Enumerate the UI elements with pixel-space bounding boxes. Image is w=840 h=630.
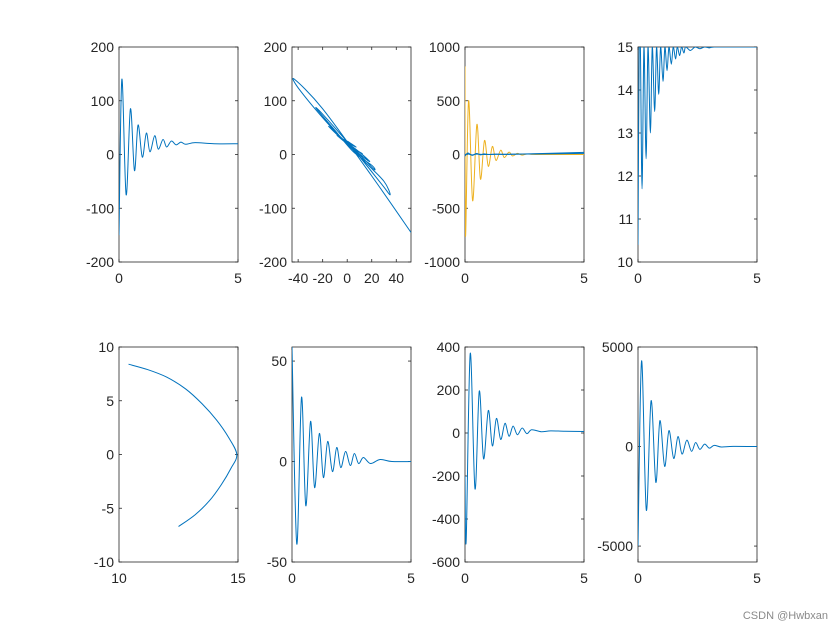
y-tick-label: -10 — [94, 554, 114, 570]
y-tick-label: -5 — [102, 500, 115, 516]
series-line-v — [292, 347, 411, 545]
y-tick-label: 200 — [437, 382, 461, 398]
y-tick-label: 10 — [98, 339, 114, 355]
y-tick-label: 500 — [437, 93, 461, 109]
y-tick-label: -400 — [432, 511, 460, 527]
y-tick-label: 12 — [617, 168, 633, 184]
x-tick-label: 40 — [388, 270, 404, 286]
x-tick-label: 10 — [111, 570, 127, 586]
x-tick-label: 0 — [634, 270, 642, 286]
y-tick-label: 200 — [91, 39, 115, 55]
x-tick-label: 5 — [407, 570, 415, 586]
subplot-7: 0 5 -600 -400 -200 0 200 400 — [432, 339, 588, 586]
x-tick-label: -40 — [288, 270, 308, 286]
axes-box — [118, 346, 239, 563]
y-tick-label: 1000 — [429, 39, 460, 55]
x-tick-label: 15 — [230, 570, 246, 586]
y-tick-label: 10 — [617, 254, 633, 270]
y-tick-label: -100 — [86, 200, 114, 216]
y-tick-label: -1000 — [424, 254, 460, 270]
y-tick-label: 5000 — [602, 339, 633, 355]
y-tick-label: 0 — [452, 147, 460, 163]
y-tick-label: -200 — [259, 254, 287, 270]
y-tick-label: 0 — [625, 439, 633, 455]
subplot-3: 0 5 -1000 -500 0 500 1000 — [424, 39, 588, 286]
y-tick-label: -600 — [432, 554, 460, 570]
x-tick-label: 0 — [461, 270, 469, 286]
subplot-4: 0 5 10 11 12 13 14 15 — [617, 39, 761, 286]
x-tick-label: 5 — [234, 270, 242, 286]
axes-box — [464, 346, 585, 563]
y-tick-label: 50 — [271, 353, 287, 369]
y-tick-label: 0 — [279, 454, 287, 470]
y-tick-label: -500 — [432, 200, 460, 216]
y-tick-label: 0 — [106, 447, 114, 463]
y-tick-label: -200 — [432, 468, 460, 484]
axes-box — [291, 346, 412, 563]
y-tick-label: 13 — [617, 125, 633, 141]
y-tick-label: 200 — [264, 39, 288, 55]
y-tick-label: 400 — [437, 339, 461, 355]
y-tick-label: -5000 — [597, 538, 633, 554]
x-tick-label: 0 — [634, 570, 642, 586]
y-tick-label: 0 — [106, 147, 114, 163]
y-tick-label: 0 — [279, 147, 287, 163]
series-line-x2 — [465, 152, 584, 156]
subplot-1: 0 5 -200 -100 0 100 200 — [86, 39, 242, 286]
x-tick-label: 5 — [580, 270, 588, 286]
y-tick-label: 100 — [264, 93, 288, 109]
watermark: CSDN @Hwbxan — [742, 610, 828, 622]
y-tick-label: 100 — [91, 93, 115, 109]
series-line-phase — [292, 78, 411, 233]
series-line-sat — [638, 47, 757, 245]
series-line-curve — [128, 363, 238, 527]
series-line-a — [465, 352, 584, 545]
y-tick-label: 11 — [618, 211, 633, 227]
y-tick-label: -100 — [259, 200, 287, 216]
y-tick-label: -200 — [86, 254, 114, 270]
axes-box — [118, 46, 239, 263]
y-tick-label: -50 — [267, 554, 287, 570]
y-tick-label: 15 — [617, 39, 633, 55]
y-tick-label: 0 — [452, 425, 460, 441]
y-tick-label: 14 — [617, 82, 633, 98]
x-tick-label: 0 — [343, 270, 351, 286]
axes-box — [637, 346, 758, 563]
x-tick-label: 20 — [364, 270, 380, 286]
series-line-j — [638, 360, 757, 547]
subplot-5: 10 15 -10 -5 0 5 10 — [94, 339, 246, 586]
series-line-x1 — [119, 78, 238, 236]
axes-box — [291, 46, 412, 263]
x-tick-label: 5 — [753, 570, 761, 586]
x-tick-label: 0 — [288, 570, 296, 586]
x-tick-label: -20 — [313, 270, 333, 286]
x-tick-label: 5 — [580, 570, 588, 586]
y-tick-label: 5 — [106, 393, 114, 409]
x-tick-label: 5 — [753, 270, 761, 286]
x-tick-label: 0 — [115, 270, 123, 286]
x-tick-label: 0 — [461, 570, 469, 586]
series-line-accel — [465, 66, 584, 237]
